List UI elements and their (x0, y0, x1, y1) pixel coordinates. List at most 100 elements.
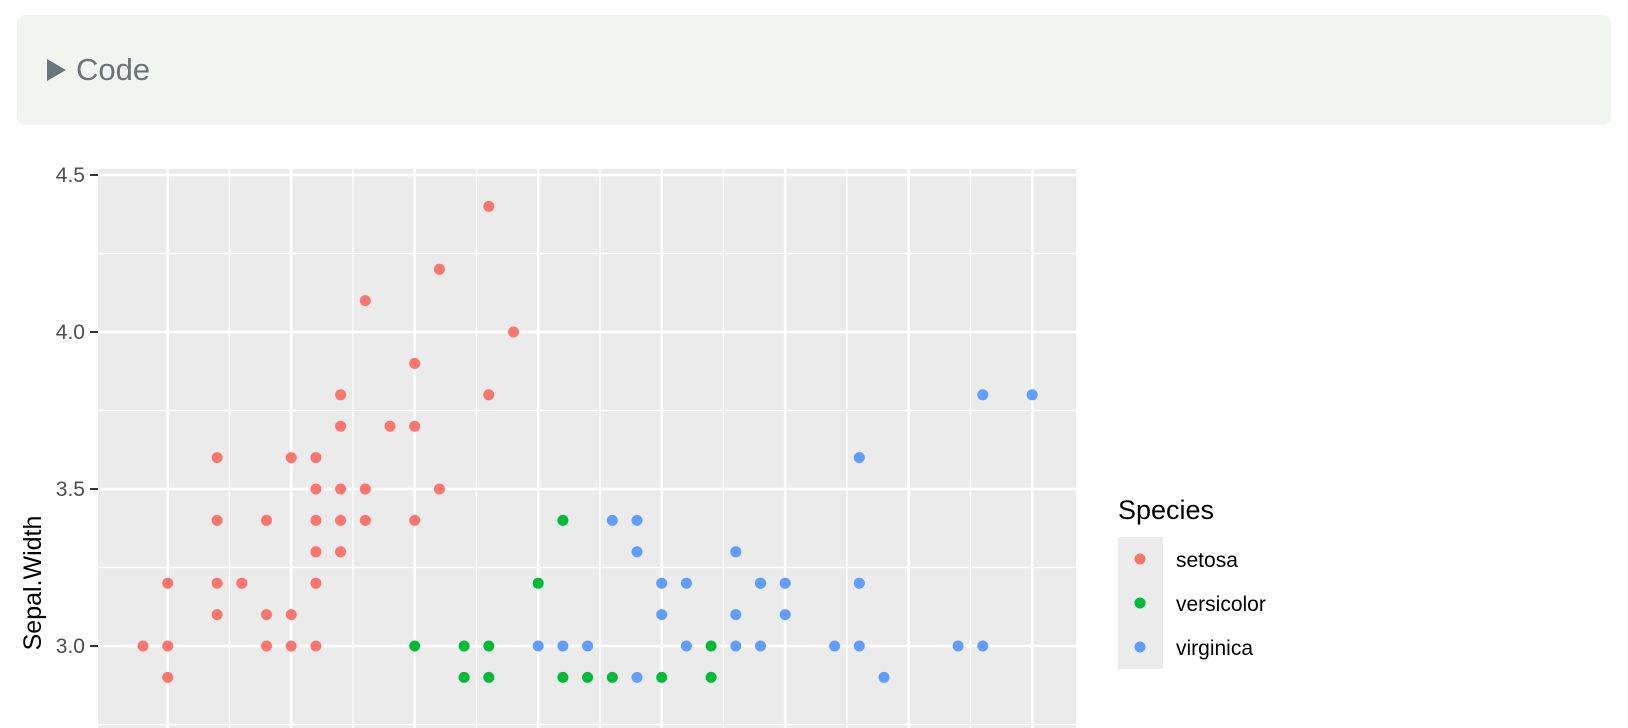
point-setosa (261, 609, 272, 621)
point-versicolor (458, 671, 470, 683)
point-versicolor (557, 671, 569, 683)
y-tick-label: 3.5 (56, 478, 85, 501)
point-setosa (483, 389, 495, 401)
point-setosa (211, 577, 223, 589)
point-setosa (261, 640, 272, 652)
point-setosa (310, 546, 322, 558)
legend-key-virginica (1134, 641, 1146, 653)
legend-key-setosa (1134, 553, 1146, 565)
point-setosa (162, 640, 174, 652)
point-versicolor (582, 671, 594, 683)
triangle-right-icon (47, 59, 66, 81)
y-axis: 3.0 3.5 4.0 4.5 (56, 164, 98, 658)
point-setosa (310, 640, 322, 652)
point-setosa (261, 514, 272, 526)
point-virginica (582, 640, 594, 652)
plot-panel (98, 169, 1076, 728)
point-virginica (532, 640, 544, 652)
point-virginica (779, 577, 791, 589)
y-axis-title: Sepal.Width (19, 516, 47, 651)
point-virginica (631, 546, 643, 558)
code-toggle-label: Code (76, 52, 151, 87)
point-virginica (656, 577, 668, 589)
point-virginica (730, 546, 742, 558)
point-setosa (483, 200, 495, 212)
point-virginica (829, 640, 841, 652)
point-setosa (409, 420, 421, 432)
data-points (137, 200, 1038, 683)
point-versicolor (483, 640, 495, 652)
point-versicolor (557, 514, 569, 526)
point-versicolor (458, 640, 470, 652)
point-setosa (433, 263, 445, 275)
point-virginica (878, 671, 890, 683)
point-setosa (285, 452, 297, 464)
point-setosa (384, 420, 396, 432)
point-virginica (853, 577, 865, 589)
point-virginica (952, 640, 964, 652)
point-versicolor (532, 577, 544, 589)
point-virginica (631, 514, 643, 526)
point-virginica (631, 671, 643, 683)
point-setosa (236, 577, 248, 589)
code-fold-panel: Code (17, 15, 1611, 125)
point-setosa (409, 514, 421, 526)
point-virginica (755, 640, 766, 652)
point-setosa (310, 514, 322, 526)
point-setosa (433, 483, 445, 495)
code-toggle[interactable]: Code (47, 15, 150, 125)
y-tick-label: 3.0 (56, 635, 85, 658)
point-versicolor (606, 671, 618, 683)
legend-title: Species (1118, 495, 1214, 525)
point-virginica (853, 452, 865, 464)
point-virginica (853, 640, 865, 652)
point-setosa (359, 295, 371, 307)
legend-label-setosa: setosa (1176, 549, 1238, 572)
point-setosa (211, 514, 223, 526)
point-virginica (730, 609, 742, 621)
point-virginica (1026, 389, 1038, 401)
legend-label-virginica: virginica (1176, 637, 1253, 660)
point-versicolor (409, 640, 421, 652)
point-setosa (310, 483, 322, 495)
point-versicolor (656, 671, 668, 683)
point-virginica (779, 609, 791, 621)
point-virginica (606, 514, 618, 526)
point-virginica (557, 640, 569, 652)
point-setosa (162, 671, 174, 683)
point-setosa (310, 577, 322, 589)
point-setosa (359, 483, 371, 495)
point-virginica (680, 577, 692, 589)
point-setosa (335, 389, 347, 401)
legend: Species setosa versicolor virginica (1118, 495, 1266, 669)
point-setosa (508, 326, 519, 338)
y-tick-label: 4.5 (56, 164, 85, 187)
point-versicolor (705, 671, 717, 683)
point-setosa (359, 514, 371, 526)
point-virginica (977, 389, 989, 401)
point-setosa (335, 483, 347, 495)
point-virginica (656, 609, 668, 621)
point-setosa (211, 609, 223, 621)
y-tick-label: 4.0 (56, 321, 85, 344)
point-virginica (977, 640, 989, 652)
legend-key-versicolor (1134, 597, 1146, 609)
legend-label-versicolor: versicolor (1176, 593, 1266, 616)
point-setosa (285, 640, 297, 652)
point-setosa (285, 609, 297, 621)
point-setosa (335, 546, 347, 558)
point-setosa (335, 514, 347, 526)
point-versicolor (483, 671, 495, 683)
point-setosa (335, 420, 347, 432)
point-virginica (680, 640, 692, 652)
point-setosa (162, 577, 174, 589)
point-setosa (310, 452, 322, 464)
point-virginica (755, 577, 766, 589)
point-versicolor (705, 640, 717, 652)
point-virginica (730, 640, 742, 652)
point-setosa (137, 640, 149, 652)
point-setosa (409, 357, 421, 369)
minor-grid (98, 169, 1076, 728)
point-setosa (211, 452, 223, 464)
